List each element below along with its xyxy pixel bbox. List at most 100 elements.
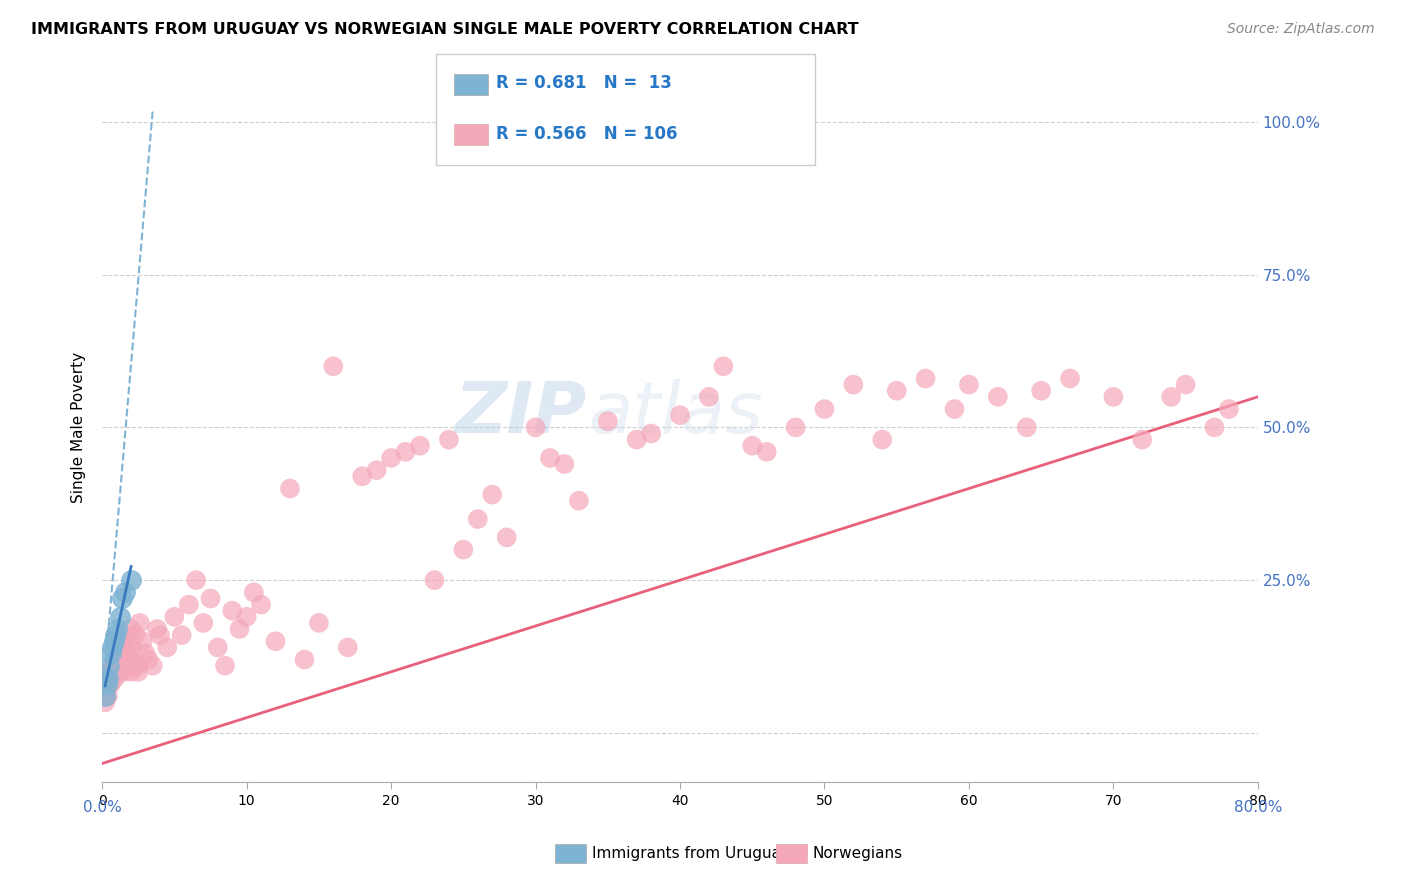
Point bbox=[711, 359, 734, 374]
Point bbox=[117, 647, 139, 661]
Point bbox=[741, 439, 763, 453]
Point bbox=[467, 512, 489, 526]
Point bbox=[200, 591, 222, 606]
Point bbox=[120, 665, 142, 679]
Point bbox=[1015, 420, 1038, 434]
Point bbox=[221, 604, 243, 618]
Point bbox=[184, 573, 207, 587]
Point bbox=[120, 573, 142, 587]
Point bbox=[538, 450, 561, 465]
Text: Norwegians: Norwegians bbox=[813, 847, 903, 861]
Point bbox=[228, 622, 250, 636]
Point bbox=[122, 658, 145, 673]
Point bbox=[98, 658, 121, 673]
Point bbox=[1130, 433, 1153, 447]
Point bbox=[104, 671, 127, 685]
Point bbox=[156, 640, 179, 655]
Point bbox=[697, 390, 720, 404]
Point bbox=[785, 420, 807, 434]
Point bbox=[105, 652, 128, 666]
Point bbox=[96, 677, 118, 691]
Point bbox=[1102, 390, 1125, 404]
Point bbox=[957, 377, 980, 392]
Point bbox=[120, 622, 142, 636]
Point bbox=[1174, 377, 1197, 392]
Point bbox=[112, 640, 135, 655]
Text: IMMIGRANTS FROM URUGUAY VS NORWEGIAN SINGLE MALE POVERTY CORRELATION CHART: IMMIGRANTS FROM URUGUAY VS NORWEGIAN SIN… bbox=[31, 22, 859, 37]
Point bbox=[813, 402, 835, 417]
Point bbox=[98, 665, 121, 679]
Point bbox=[131, 634, 153, 648]
Text: 0.0%: 0.0% bbox=[83, 800, 121, 815]
Point bbox=[524, 420, 547, 434]
Point bbox=[1160, 390, 1182, 404]
Point bbox=[111, 652, 134, 666]
Point bbox=[100, 647, 122, 661]
Point bbox=[1031, 384, 1053, 398]
Point bbox=[380, 450, 402, 465]
Text: R = 0.566   N = 106: R = 0.566 N = 106 bbox=[496, 125, 678, 143]
Point bbox=[437, 433, 460, 447]
Point bbox=[105, 647, 128, 661]
Point bbox=[250, 598, 273, 612]
Point bbox=[409, 439, 432, 453]
Point bbox=[101, 665, 124, 679]
Point bbox=[135, 647, 157, 661]
Y-axis label: Single Male Poverty: Single Male Poverty bbox=[72, 351, 86, 503]
Point bbox=[842, 377, 865, 392]
Point bbox=[96, 683, 118, 698]
Point bbox=[104, 628, 127, 642]
Point bbox=[114, 647, 136, 661]
Point bbox=[394, 445, 416, 459]
Point bbox=[914, 371, 936, 385]
Point bbox=[114, 585, 136, 599]
Point bbox=[1059, 371, 1081, 385]
Point bbox=[121, 640, 143, 655]
Point bbox=[98, 677, 121, 691]
Point bbox=[423, 573, 446, 587]
Point bbox=[103, 658, 125, 673]
Point bbox=[177, 598, 200, 612]
Point bbox=[886, 384, 908, 398]
Point bbox=[94, 690, 117, 704]
Point bbox=[553, 457, 575, 471]
Point bbox=[107, 658, 129, 673]
Point bbox=[111, 591, 134, 606]
Point bbox=[235, 609, 257, 624]
Point bbox=[146, 622, 169, 636]
Point bbox=[97, 671, 120, 685]
Point bbox=[115, 628, 138, 642]
Point bbox=[112, 665, 135, 679]
Point bbox=[105, 665, 128, 679]
Point bbox=[97, 665, 120, 679]
Point bbox=[101, 640, 124, 655]
Point bbox=[96, 690, 118, 704]
Point bbox=[264, 634, 287, 648]
Point bbox=[127, 658, 149, 673]
Point bbox=[640, 426, 662, 441]
Point bbox=[163, 609, 186, 624]
Text: atlas: atlas bbox=[588, 379, 762, 448]
Point bbox=[127, 665, 149, 679]
Text: Source: ZipAtlas.com: Source: ZipAtlas.com bbox=[1227, 22, 1375, 37]
Point bbox=[1204, 420, 1226, 434]
Point bbox=[352, 469, 374, 483]
Point bbox=[243, 585, 266, 599]
Point bbox=[495, 530, 517, 544]
Point bbox=[870, 433, 893, 447]
Point bbox=[117, 652, 139, 666]
Point bbox=[103, 634, 125, 648]
Point bbox=[366, 463, 388, 477]
Point bbox=[322, 359, 344, 374]
Point bbox=[128, 615, 150, 630]
Point bbox=[124, 628, 146, 642]
Point bbox=[108, 609, 131, 624]
Point bbox=[94, 695, 117, 709]
Text: 80.0%: 80.0% bbox=[1233, 800, 1282, 815]
Point bbox=[170, 628, 193, 642]
Point bbox=[149, 628, 172, 642]
Text: R = 0.681   N =  13: R = 0.681 N = 13 bbox=[496, 74, 672, 92]
Point bbox=[108, 652, 131, 666]
Point bbox=[108, 665, 131, 679]
Point bbox=[596, 414, 619, 428]
